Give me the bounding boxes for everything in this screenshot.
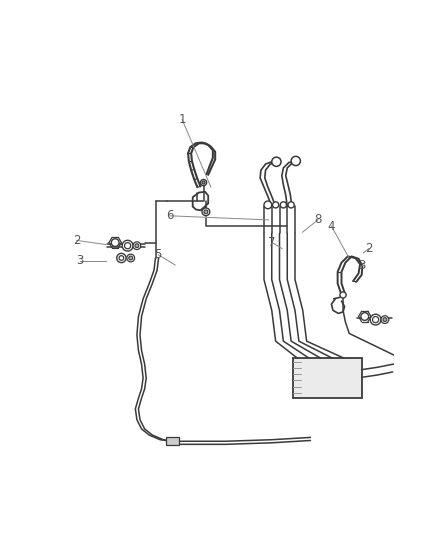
Circle shape: [361, 313, 369, 320]
Circle shape: [129, 256, 133, 260]
Circle shape: [264, 201, 272, 209]
Text: 6: 6: [166, 209, 174, 222]
Circle shape: [117, 253, 126, 263]
Circle shape: [288, 202, 294, 208]
Text: 3: 3: [77, 254, 84, 268]
Circle shape: [204, 210, 208, 214]
Circle shape: [201, 180, 207, 185]
Circle shape: [381, 316, 389, 324]
Bar: [166, 438, 179, 445]
Text: 1: 1: [178, 113, 186, 126]
Text: 3: 3: [358, 259, 366, 271]
Circle shape: [202, 208, 210, 216]
Text: 7: 7: [268, 236, 276, 249]
Circle shape: [127, 254, 134, 262]
Circle shape: [119, 256, 124, 260]
Circle shape: [133, 242, 141, 249]
Text: 5: 5: [155, 248, 162, 261]
Circle shape: [383, 318, 387, 321]
Circle shape: [291, 156, 300, 166]
Circle shape: [135, 244, 139, 248]
Circle shape: [272, 202, 279, 208]
Text: 8: 8: [314, 213, 321, 227]
Text: 2: 2: [73, 234, 81, 247]
Circle shape: [272, 157, 281, 166]
Circle shape: [340, 292, 346, 298]
Circle shape: [202, 181, 205, 184]
Circle shape: [111, 239, 119, 246]
Text: 4: 4: [328, 220, 335, 232]
Circle shape: [372, 317, 379, 322]
Bar: [293, 358, 362, 398]
Circle shape: [280, 202, 286, 208]
Circle shape: [370, 314, 381, 325]
Circle shape: [124, 243, 131, 249]
Circle shape: [122, 240, 133, 251]
Text: 2: 2: [365, 242, 372, 255]
